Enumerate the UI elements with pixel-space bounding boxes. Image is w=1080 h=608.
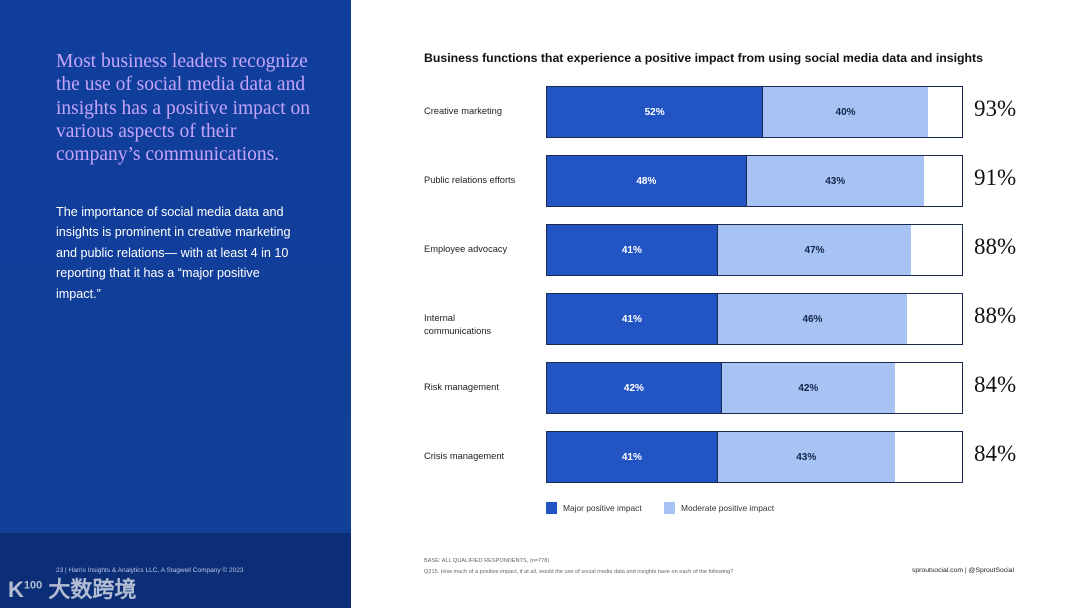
data-label: 41%	[621, 451, 642, 463]
bar-moderate: 43%	[716, 432, 895, 482]
site-credit: sproutsocial.com | @SproutSocial	[912, 567, 1014, 574]
category-label: Public relations efforts	[424, 175, 516, 185]
data-label: 40%	[835, 106, 856, 118]
legend-label: Moderate positive impact	[681, 503, 775, 513]
left-panel	[0, 0, 351, 608]
data-label: 41%	[621, 313, 642, 325]
data-label: 42%	[623, 382, 644, 394]
total-label: 84%	[974, 372, 1017, 397]
category-label: Internal communications	[424, 313, 492, 336]
data-label: 43%	[825, 175, 846, 187]
legend-moderate: Moderate positive impact	[664, 502, 774, 514]
bar-row: 41% 47%	[546, 224, 963, 276]
bar-moderate: 42%	[720, 363, 895, 413]
watermark-logo: K100 大数跨境	[8, 577, 137, 602]
headline: Most business leaders recognize the use …	[56, 51, 311, 166]
footnote: BASE: ALL QUALIFIED RESPONDENTS, (n=778)…	[424, 556, 733, 578]
chart-title: Business functions that experience a pos…	[424, 51, 983, 65]
question-note: Q215. How much of a positive impact, if …	[424, 569, 734, 575]
category-label: Crisis management	[424, 451, 505, 461]
bar-row: 48% 43%	[546, 155, 963, 207]
legend-major: Major positive impact	[546, 502, 642, 514]
bar-major: 42%	[547, 363, 721, 413]
bar-row: 41% 43%	[546, 431, 963, 483]
page-footer: 23 | Harris Insights & Analytics LLC, A …	[56, 567, 244, 574]
category-label: Creative marketing	[424, 106, 503, 116]
data-label: 43%	[796, 451, 817, 463]
legend-label: Major positive impact	[563, 503, 642, 513]
bar-moderate: 46%	[716, 294, 908, 344]
left-footer-band	[0, 533, 351, 608]
bar-major: 41%	[547, 294, 717, 344]
category-label: Risk management	[424, 382, 499, 392]
total-label: 91%	[974, 165, 1017, 190]
bar-major: 52%	[547, 87, 763, 137]
legend-swatch-major	[546, 502, 557, 514]
body-text: The importance of social media data and …	[56, 205, 291, 301]
data-label: 42%	[798, 382, 819, 394]
data-label: 52%	[644, 106, 665, 118]
total-label: 84%	[974, 441, 1017, 466]
data-label: 48%	[636, 175, 657, 187]
bar-major: 41%	[547, 225, 717, 275]
bar-moderate: 40%	[762, 87, 928, 137]
legend-swatch-moderate	[664, 502, 675, 514]
base-note: BASE: ALL QUALIFIED RESPONDENTS, (n=778)	[424, 558, 550, 564]
bar-major: 48%	[547, 156, 746, 206]
bar-row: 52% 40%	[546, 86, 963, 138]
bar-major: 41%	[547, 432, 717, 482]
total-label: 88%	[974, 303, 1017, 328]
bar-moderate: 43%	[745, 156, 924, 206]
bar-moderate: 47%	[716, 225, 912, 275]
data-label: 41%	[621, 244, 642, 256]
data-label: 47%	[804, 244, 825, 256]
data-label: 46%	[802, 313, 823, 325]
bar-row: 42% 42%	[546, 362, 963, 414]
total-label: 93%	[974, 96, 1017, 121]
bar-row: 41% 46%	[546, 293, 963, 345]
category-label: Employee advocacy	[424, 244, 508, 254]
total-label: 88%	[974, 234, 1017, 259]
